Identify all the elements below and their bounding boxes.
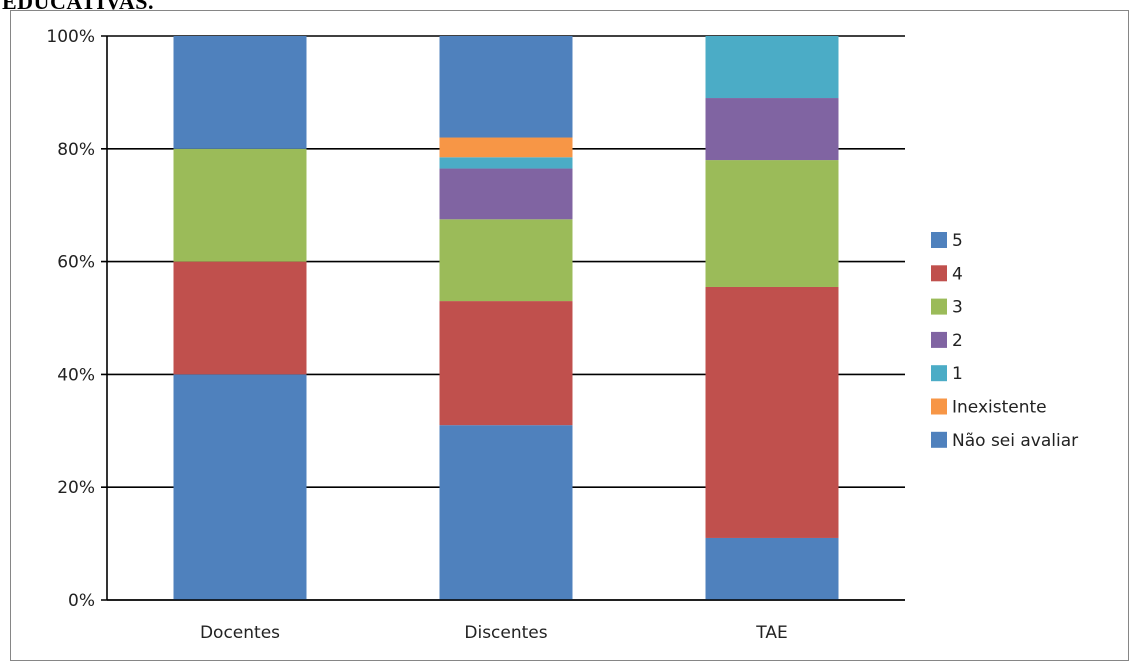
bar-segment-discentes-4 — [439, 301, 573, 426]
bars — [173, 36, 839, 600]
y-tick-label: 0% — [68, 591, 95, 611]
bar-segment-docentes-nao-sei-avaliar — [173, 374, 307, 600]
legend-label: 1 — [952, 364, 963, 384]
legend: 5 4 3 2 1 Inexistente Não sei avaliar — [931, 231, 1078, 451]
y-tick-label: 80% — [57, 140, 95, 160]
legend-label: 2 — [952, 331, 963, 351]
bar-segment-docentes-4 — [173, 261, 307, 375]
legend-swatch — [931, 398, 947, 415]
legend-swatch — [931, 365, 947, 382]
bar-segment-tae-4 — [705, 286, 839, 538]
bar-segment-discentes-5 — [439, 36, 573, 138]
bar-segment-discentes-nao-sei-avaliar — [439, 425, 573, 600]
y-tick-label: 20% — [57, 478, 95, 498]
bar-segment-tae-3 — [705, 160, 839, 287]
bar-segment-tae-2 — [705, 98, 839, 161]
bar-segment-tae-1 — [705, 36, 839, 99]
bar-segment-discentes-2 — [439, 168, 573, 220]
bar-segment-discentes-inexistente — [439, 137, 573, 158]
legend-label: 3 — [952, 298, 963, 318]
bar-segment-discentes-3 — [439, 219, 573, 302]
x-tick-label: Discentes — [464, 623, 547, 643]
legend-swatch — [931, 265, 947, 282]
x-tick-label: TAE — [755, 623, 787, 643]
legend-swatch — [931, 232, 947, 248]
legend-swatch — [931, 431, 947, 448]
bar-segment-tae-nao-sei-avaliar — [705, 537, 839, 600]
axes: 0% 20% 40% 60% 80% 100% Docentes Discentes TAE — [46, 27, 905, 643]
legend-label: 4 — [952, 264, 963, 284]
y-tick-label: 40% — [57, 365, 95, 385]
legend-label: Inexistente — [952, 398, 1047, 418]
x-tick-label: Docentes — [200, 623, 280, 643]
legend-label: Não sei avaliar — [952, 431, 1078, 451]
bar-segment-discentes-1 — [439, 157, 573, 169]
legend-swatch — [931, 331, 947, 348]
bar-segment-docentes-3 — [173, 148, 307, 262]
y-tick-label: 60% — [57, 253, 95, 273]
y-tick-label: 100% — [46, 27, 95, 47]
bar-segment-docentes-5 — [173, 36, 307, 149]
legend-swatch — [931, 298, 947, 315]
legend-label: 5 — [952, 231, 963, 251]
